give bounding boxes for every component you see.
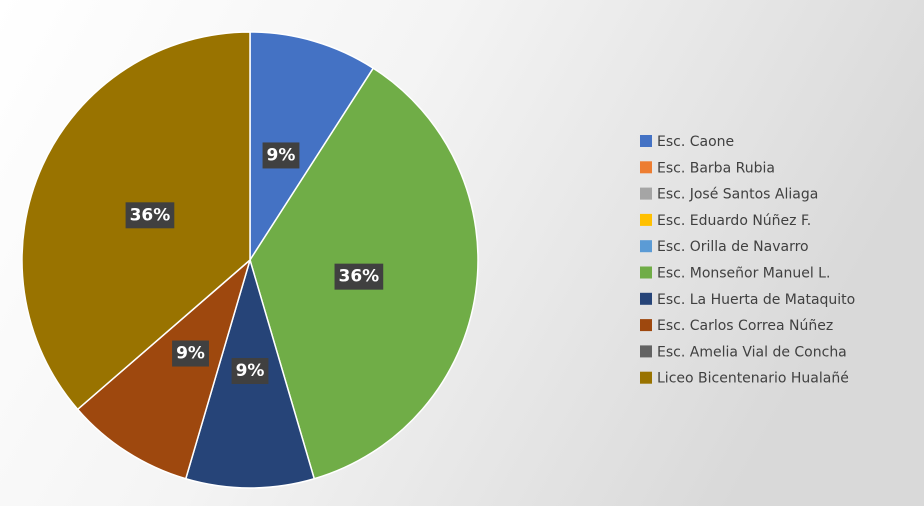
data-label: 9% (176, 344, 205, 364)
pie-slice (76, 257, 252, 480)
data-label-box (231, 358, 269, 384)
pie-slice (249, 31, 375, 263)
data-label-box (262, 142, 300, 169)
legend-swatch (640, 319, 652, 332)
legend-label: Liceo Bicentenario Hualañé (657, 371, 849, 387)
legend-swatch (640, 187, 652, 200)
legend-label: Esc. Orilla de Navarro (657, 239, 809, 255)
legend-label: Esc. Caone (657, 134, 734, 150)
data-label-box (125, 202, 175, 229)
legend-swatch (640, 371, 652, 384)
legend-label: Esc. José Santos Aliaga (657, 187, 818, 203)
data-label: 9% (236, 361, 265, 381)
legend-swatch (640, 292, 652, 305)
legend-swatch (640, 213, 652, 226)
legend-label: Esc. Eduardo Núñez F. (657, 213, 811, 229)
legend-label: Esc. Monseñor Manuel L. (657, 266, 830, 282)
legend-label: Esc. Amelia Vial de Concha (657, 344, 847, 360)
legend-swatch (640, 345, 652, 358)
data-label-box (334, 263, 384, 290)
data-label: 9% (267, 145, 296, 165)
data-label: 36% (130, 205, 171, 225)
legend-swatch (640, 161, 652, 174)
legend-swatch (640, 266, 652, 279)
data-label: 36% (339, 267, 380, 287)
data-label-box (172, 340, 209, 367)
legend-swatch (640, 240, 652, 253)
legend-label: Esc. Carlos Correa Núñez (657, 318, 833, 334)
legend-swatch (640, 135, 652, 147)
legend-label: Esc. La Huerta de Mataquito (657, 292, 855, 308)
legend-label: Esc. Barba Rubia (657, 160, 775, 176)
